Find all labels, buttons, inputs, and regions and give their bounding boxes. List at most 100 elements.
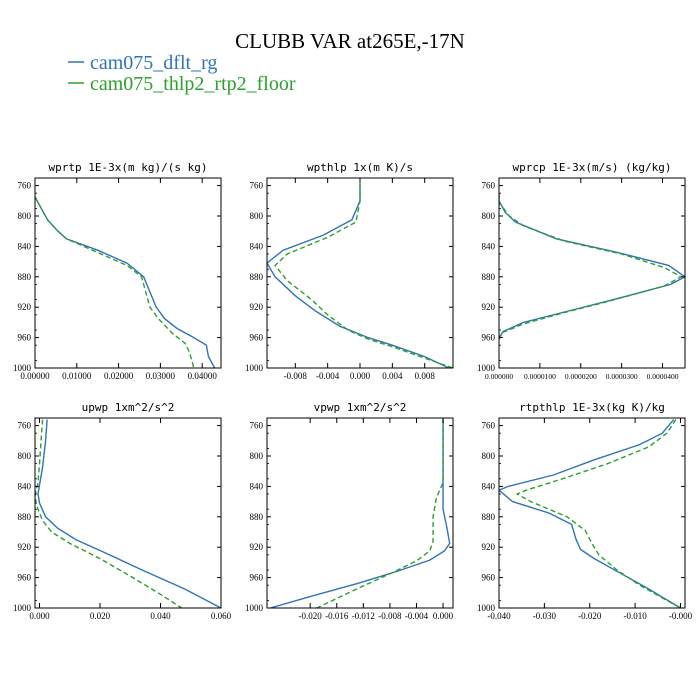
y-tick-label-wprtp: 920 bbox=[18, 302, 32, 312]
y-tick-label-vpwp: 800 bbox=[250, 451, 264, 461]
y-tick-label-vpwp: 880 bbox=[250, 512, 264, 522]
x-tick-label-wprtp: 0.02000 bbox=[104, 371, 134, 381]
x-tick-label-vpwp: -0.012 bbox=[352, 611, 375, 621]
y-tick-label-vpwp: 960 bbox=[250, 573, 264, 583]
y-tick-label-upwp: 880 bbox=[18, 512, 32, 522]
plot-frame-wpthlp bbox=[266, 177, 454, 369]
series-line-upwp-thlp2-rtp2-floor bbox=[35, 419, 183, 608]
legend-label-0: cam075_dflt_rg bbox=[90, 52, 217, 74]
y-tick-label-rtpthlp: 880 bbox=[482, 512, 496, 522]
x-tick-label-wpthlp: 0.008 bbox=[415, 371, 436, 381]
x-tick-label-vpwp: -0.004 bbox=[405, 611, 429, 621]
x-tick-label-rtpthlp: -0.000 bbox=[669, 611, 693, 621]
x-tick-label-wprcp: 0.000000 bbox=[485, 372, 513, 381]
y-tick-label-wprcp: 960 bbox=[482, 333, 496, 343]
panel-wprtp: wprtp 1E-3x(m kg)/(s kg) 760 800 840 880 920 9… bbox=[13, 161, 222, 381]
y-tick-label-rtpthlp: 920 bbox=[482, 542, 496, 552]
x-tick-label-wprtp: 0.03000 bbox=[146, 371, 176, 381]
x-tick-label-vpwp: -0.016 bbox=[325, 611, 349, 621]
series-line-wprtp-thlp2-rtp2-floor bbox=[35, 196, 195, 368]
x-tick-label-rtpthlp: -0.020 bbox=[578, 611, 602, 621]
x-tick-label-wprtp: 0.00000 bbox=[20, 371, 50, 381]
y-tick-label-rtpthlp: 1000 bbox=[477, 603, 496, 613]
x-tick-label-rtpthlp: -0.030 bbox=[533, 611, 557, 621]
x-tick-label-upwp: 0.020 bbox=[90, 611, 111, 621]
x-tick-label-upwp: 0.060 bbox=[211, 611, 232, 621]
y-tick-label-upwp: 920 bbox=[18, 542, 32, 552]
x-tick-label-wpthlp: 0.000 bbox=[350, 371, 371, 381]
y-tick-label-wprtp: 840 bbox=[18, 241, 32, 251]
y-tick-label-rtpthlp: 760 bbox=[482, 421, 496, 431]
y-tick-label-wpthlp: 800 bbox=[250, 211, 264, 221]
plot-frame-vpwp bbox=[266, 417, 454, 609]
x-tick-label-wprcp: 0.0000300 bbox=[606, 372, 638, 381]
y-tick-label-wpthlp: 920 bbox=[250, 302, 264, 312]
y-tick-label-wpthlp: 1000 bbox=[245, 363, 264, 373]
series-line-rtpthlp-thlp2-rtp2-floor bbox=[515, 419, 681, 608]
y-tick-label-wprtp: 800 bbox=[18, 211, 32, 221]
y-tick-label-wpthlp: 960 bbox=[250, 333, 264, 343]
y-tick-label-vpwp: 840 bbox=[250, 481, 264, 491]
series-line-rtpthlp-dflt-rg bbox=[499, 419, 681, 608]
x-tick-label-upwp: 0.040 bbox=[150, 611, 171, 621]
y-tick-label-upwp: 840 bbox=[18, 481, 32, 491]
series-line-wprtp-dflt-rg bbox=[35, 196, 216, 368]
x-tick-label-wprtp: 0.01000 bbox=[62, 371, 92, 381]
y-tick-label-upwp: 1000 bbox=[13, 603, 32, 613]
plot-frame-upwp bbox=[34, 417, 222, 609]
plot-frame-rtpthlp bbox=[498, 417, 686, 609]
series-line-wpthlp-dflt-rg bbox=[267, 183, 450, 368]
x-tick-label-wpthlp: -0.008 bbox=[284, 371, 308, 381]
y-tick-label-wprcp: 800 bbox=[482, 211, 496, 221]
panel-title-rtpthlp: rtpthlp 1E-3x(kg K)/kg bbox=[519, 401, 665, 414]
x-tick-label-upwp: 0.000 bbox=[29, 611, 50, 621]
y-tick-label-wpthlp: 880 bbox=[250, 272, 264, 282]
series-line-upwp-dflt-rg bbox=[37, 419, 221, 608]
y-tick-label-rtpthlp: 960 bbox=[482, 573, 496, 583]
y-tick-label-vpwp: 1000 bbox=[245, 603, 264, 613]
x-tick-label-rtpthlp: -0.010 bbox=[623, 611, 647, 621]
x-tick-label-wprcp: 0.0000400 bbox=[647, 372, 679, 381]
panel-title-upwp: upwp 1xm^2/s^2 bbox=[82, 401, 175, 414]
figure-title: CLUBB VAR at265E,-17N bbox=[235, 29, 465, 53]
panel-title-wprcp: wprcp 1E-3x(m/s) (kg/kg) bbox=[513, 161, 672, 174]
y-tick-label-rtpthlp: 800 bbox=[482, 451, 496, 461]
x-tick-label-wprcp: 0.0000200 bbox=[565, 372, 597, 381]
x-tick-label-wprcp: 0.0000100 bbox=[524, 372, 556, 381]
y-tick-label-upwp: 800 bbox=[18, 451, 32, 461]
panel-upwp: upwp 1xm^2/s^2 760 800 840 880 920 960 10000.00… bbox=[13, 401, 232, 621]
panel-title-vpwp: vpwp 1xm^2/s^2 bbox=[314, 401, 407, 414]
y-tick-label-wprcp: 920 bbox=[482, 302, 496, 312]
series-line-vpwp-dflt-rg bbox=[270, 419, 451, 608]
x-tick-label-vpwp: -0.020 bbox=[299, 611, 323, 621]
y-tick-label-wprcp: 1000 bbox=[477, 363, 496, 373]
x-tick-label-vpwp: -0.008 bbox=[378, 611, 402, 621]
panel-grid: wprtp 1E-3x(m kg)/(s kg) 760 800 840 880 920 9… bbox=[13, 161, 693, 621]
y-tick-label-wpthlp: 840 bbox=[250, 241, 264, 251]
y-tick-label-vpwp: 760 bbox=[250, 421, 264, 431]
y-tick-label-wprtp: 880 bbox=[18, 272, 32, 282]
series-line-vpwp-thlp2-rtp2-floor bbox=[316, 419, 444, 608]
x-tick-label-wprtp: 0.04000 bbox=[188, 371, 218, 381]
y-tick-label-wprtp: 1000 bbox=[13, 363, 32, 373]
x-tick-label-wpthlp: -0.004 bbox=[316, 371, 340, 381]
series-line-wprcp-thlp2-rtp2-floor bbox=[499, 193, 683, 340]
y-tick-label-wprcp: 880 bbox=[482, 272, 496, 282]
legend: cam075_dflt_rg cam075_thlp2_rtp2_floor bbox=[68, 52, 296, 95]
panel-vpwp: vpwp 1xm^2/s^2 760 800 840 880 920 960 1000 -0.0… bbox=[245, 401, 454, 621]
x-tick-label-rtpthlp: -0.040 bbox=[487, 611, 511, 621]
legend-label-1: cam075_thlp2_rtp2_floor bbox=[90, 73, 296, 95]
y-tick-label-upwp: 960 bbox=[18, 573, 32, 583]
y-tick-label-wprcp: 760 bbox=[482, 181, 496, 191]
panel-wpthlp: wpthlp 1x(m K)/s 760 800 840 880 920 960 1000 -0… bbox=[245, 161, 454, 381]
y-tick-label-wprtp: 960 bbox=[18, 333, 32, 343]
panel-wprcp: wprcp 1E-3x(m/s) (kg/kg) 760 800 840 880 920 9… bbox=[477, 161, 686, 381]
series-line-wprcp-dflt-rg bbox=[499, 193, 685, 338]
y-tick-label-upwp: 760 bbox=[18, 421, 32, 431]
panel-rtpthlp: rtpthlp 1E-3x(kg K)/kg 760 800 840 880 920 960… bbox=[477, 401, 693, 621]
panel-title-wpthlp: wpthlp 1x(m K)/s bbox=[307, 161, 413, 174]
x-tick-label-vpwp: 0.000 bbox=[433, 611, 454, 621]
plot-frame-wprtp bbox=[34, 177, 222, 369]
panel-title-wprtp: wprtp 1E-3x(m kg)/(s kg) bbox=[49, 161, 208, 174]
